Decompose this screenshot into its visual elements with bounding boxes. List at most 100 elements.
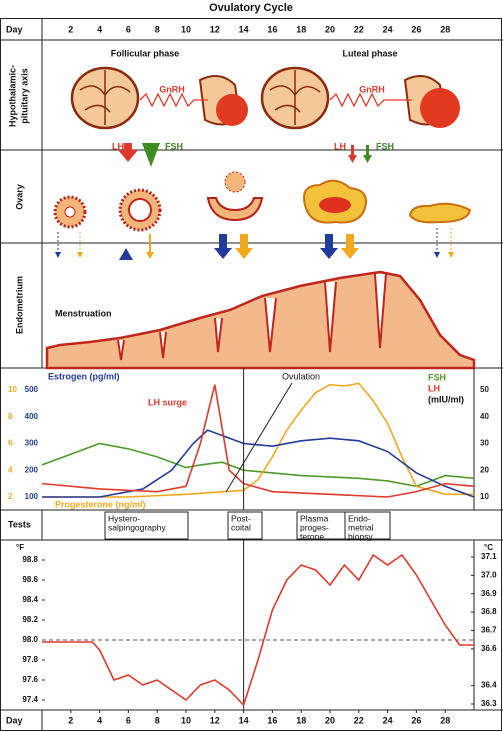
title: Ovulatory Cycle (209, 2, 293, 14)
day-tick-label: 24 (383, 24, 393, 34)
day-tick-label: 2 (68, 715, 73, 725)
test-label: salpingography (108, 522, 166, 532)
y-tick-label: 98.8 (22, 555, 38, 564)
brain-right (260, 66, 330, 130)
day-tick-label: 20 (325, 24, 335, 34)
pituitary-right (403, 75, 460, 128)
unit-label: (mIU/ml) (428, 394, 464, 404)
day-tick-label: 2 (68, 24, 73, 34)
y-tick-label: 30 (480, 439, 489, 448)
day-tick-label: 26 (411, 715, 421, 725)
y-tick-label: 400 (25, 412, 39, 421)
y-tick-label: 98.6 (22, 575, 38, 584)
ovary-arrows (55, 228, 454, 260)
y2-tick-label: 36.4 (481, 681, 497, 690)
day-tick-label: 22 (354, 24, 364, 34)
y-tick-label: 500 (25, 385, 39, 394)
day-tick-label: 26 (411, 24, 421, 34)
fsh-arrow (363, 145, 372, 163)
gnrh-signal (329, 92, 412, 108)
y2-tick-label: 36.3 (481, 699, 497, 708)
y-tick-label: 97.6 (22, 675, 38, 684)
day-tick-label: 28 (440, 715, 450, 725)
progesterone-line (42, 382, 474, 498)
y2-tick-label: 36.6 (481, 644, 497, 653)
fsh-arrow (142, 143, 160, 167)
endometrium-glands (117, 273, 387, 361)
day-tick-label: 28 (440, 24, 450, 34)
test-label: biopsy (348, 531, 373, 541)
day-tick-label: 6 (126, 715, 131, 725)
gnrh-signal (139, 92, 208, 108)
y-tick-label: 2 (8, 492, 13, 501)
day-tick-label: 4 (97, 715, 102, 725)
series-label: Estrogen (pg/ml) (48, 371, 120, 381)
phase-label: Luteal phase (342, 48, 397, 58)
day-tick-label: 10 (181, 715, 191, 725)
lh-line (41, 384, 475, 498)
test-label: metrial (348, 522, 374, 532)
y-tick-label: 98.2 (22, 615, 38, 624)
y-tick-label: 100 (25, 492, 39, 501)
y-tick-label: 8 (8, 412, 13, 421)
y-tick-label: 300 (25, 439, 39, 448)
day-tick-label: 6 (126, 24, 131, 34)
test-box (227, 511, 263, 540)
day-tick-label: 8 (155, 24, 160, 34)
day-label: Day (6, 715, 23, 725)
tests-label: Tests (8, 519, 31, 529)
gnrh-label: GnRH (359, 84, 385, 94)
day-tick-label: 24 (383, 715, 393, 725)
day-tick-label: 10 (181, 24, 191, 34)
day-tick-label: 8 (155, 715, 160, 725)
lh-arrow (118, 143, 138, 162)
y-tick-label: 4 (8, 465, 13, 474)
y-tick-label: 97.8 (22, 655, 38, 664)
y2-tick-label: 36.8 (481, 607, 497, 616)
lh-label: LH (112, 141, 124, 151)
annotation-pointer (225, 382, 293, 493)
test-label: Endo- (348, 513, 371, 523)
day-tick-label: 4 (97, 24, 102, 34)
test-label: Plasma (300, 513, 329, 523)
test-label: terone (300, 531, 324, 541)
row-label: Endometrium (14, 276, 24, 334)
temperature-line (42, 553, 474, 707)
day-tick-label: 12 (210, 24, 220, 34)
brain-left (70, 66, 140, 130)
y-tick-label: 20 (480, 465, 489, 474)
row-label: Ovary (14, 184, 24, 210)
ovary-follicles (53, 171, 472, 232)
day-tick-label: 16 (267, 24, 277, 34)
day-tick-label: 18 (296, 715, 306, 725)
fsh-line (41, 442, 475, 488)
y2-tick-label: 37.0 (481, 570, 497, 579)
gnrh-label: GnRH (159, 84, 185, 94)
phase-label: Follicular phase (111, 48, 180, 58)
y-tick-label: 98.4 (22, 595, 38, 604)
test-label: Post- (231, 513, 251, 523)
y-tick-label: 10 (8, 385, 17, 394)
day-tick-label: 14 (239, 715, 249, 725)
series-label: LH (428, 383, 440, 393)
series-label: Progesterone (ng/ml) (55, 499, 146, 509)
day-tick-label: 20 (325, 715, 335, 725)
unit-label: °C (484, 543, 493, 552)
test-label: coital (231, 522, 251, 532)
lh-label: LH (334, 141, 346, 151)
day-tick-label: 14 (239, 24, 249, 34)
day-tick-label: 22 (354, 715, 364, 725)
y-tick-label: 6 (8, 439, 13, 448)
menstruation-label: Menstruation (55, 308, 112, 318)
y-tick-label: 98.0 (22, 635, 38, 644)
day-tick-label: 12 (210, 715, 220, 725)
y-tick-label: 97.4 (22, 695, 38, 704)
y-tick-label: 50 (480, 385, 489, 394)
unit-label: °F (16, 543, 24, 552)
endometrium-tissue (45, 270, 476, 370)
annotation: Ovulation (282, 371, 320, 381)
frame (0, 18, 502, 731)
test-label: Hystero- (108, 513, 140, 523)
pituitary-left (198, 75, 248, 126)
